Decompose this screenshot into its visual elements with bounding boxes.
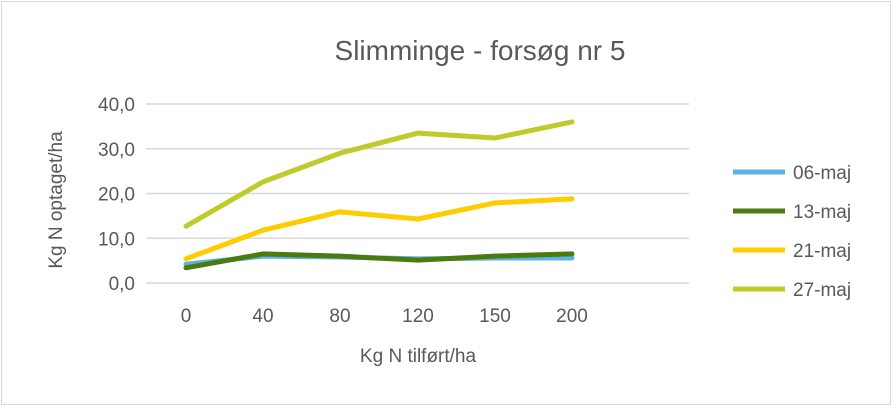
- x-axis-label: Kg N tilført/ha: [360, 346, 477, 367]
- series-line-27-maj: [183, 119, 575, 229]
- y-tick-label: 40,0: [98, 95, 135, 116]
- y-tick-label: 0,0: [109, 274, 135, 295]
- x-tick-label: 150: [479, 306, 511, 327]
- legend-label: 21-maj: [793, 241, 851, 262]
- legend-label: 13-maj: [793, 202, 851, 223]
- x-tick-label: 200: [556, 306, 588, 327]
- y-axis-label: Kg N optaget/ha: [46, 131, 67, 269]
- legend-label: 06-maj: [793, 163, 851, 184]
- x-tick-label: 0: [181, 306, 192, 327]
- y-tick-label: 10,0: [98, 229, 135, 250]
- series-line-21-maj: [183, 196, 575, 262]
- legend-label: 27-maj: [793, 280, 851, 301]
- x-tick-label: 120: [402, 306, 434, 327]
- y-tick-label: 30,0: [98, 140, 135, 161]
- chart-title: Slimminge - forsøg nr 5: [335, 35, 626, 66]
- x-tick-label: 40: [252, 306, 273, 327]
- series-line-13-maj: [183, 251, 575, 271]
- y-tick-label: 20,0: [98, 185, 135, 206]
- x-tick-label: 80: [329, 306, 350, 327]
